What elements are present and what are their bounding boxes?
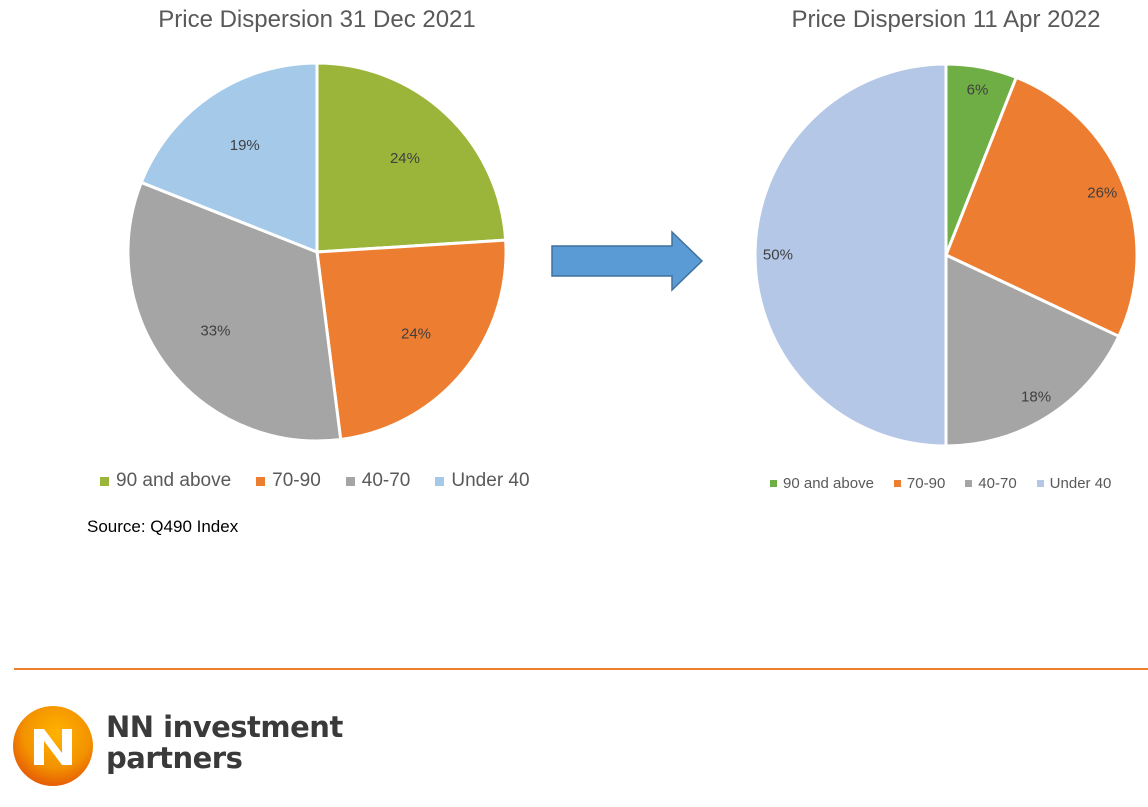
pie-data-label: 18% (1021, 388, 1051, 405)
pie-slice (753, 62, 948, 448)
legend-label: 70-90 (272, 470, 321, 491)
legend-item: 40-70 (965, 475, 1017, 492)
legend-swatch (893, 480, 901, 487)
legend-label: Under 40 (451, 470, 530, 491)
legend-item: Under 40 (1036, 475, 1112, 492)
legend-item: 70-90 (256, 470, 321, 492)
pie-data-label: 19% (230, 137, 260, 154)
pie-slice (315, 61, 508, 254)
source-note: Source: Q490 Index (87, 517, 239, 536)
pie-data-label: 6% (967, 81, 989, 98)
legend-item: 70-90 (893, 475, 946, 492)
legend-label: 40-70 (978, 475, 1017, 492)
legend-label: 40-70 (361, 470, 411, 491)
nn-logo-icon (12, 705, 94, 787)
chart-title-left: Price Dispersion 31 Dec 2021 (158, 6, 476, 33)
legend-label: 70-90 (906, 475, 946, 492)
pie-slice (139, 61, 319, 255)
pie-slice (944, 75, 1139, 339)
divider (14, 668, 1148, 670)
legend-label: 90 and above (783, 475, 874, 492)
pie-slice (126, 180, 343, 443)
legend-swatch (965, 480, 973, 487)
legend-swatch (345, 476, 355, 486)
logo-line-2: partners (106, 741, 243, 775)
legend-label: 90 and above (116, 470, 232, 491)
pie-data-label: 26% (1087, 185, 1117, 202)
pie-data-label: 24% (401, 325, 431, 342)
legend-item: 90 and above (100, 470, 231, 492)
logo-line-1: NN investment (106, 710, 343, 744)
pie-data-label: 50% (763, 247, 793, 264)
pie-data-label: 24% (390, 150, 420, 167)
legend-item: Under 40 (435, 470, 530, 492)
legend-swatch (256, 476, 266, 486)
pie-chart-right: 6% 26% 18% 50% (753, 62, 1139, 448)
legend-swatch (1036, 480, 1044, 487)
pie-data-label: 33% (200, 322, 230, 339)
legend-item: 90 and above (770, 475, 874, 492)
legend-right: 90 and above 70-90 40-70 Under 40 (770, 475, 1131, 492)
legend-swatch (435, 476, 445, 486)
pie-chart-left: 24% 24% 33% 19% (126, 61, 508, 443)
legend-label: Under 40 (1049, 475, 1112, 492)
pie-slice (944, 252, 1121, 448)
right-arrow-icon (550, 230, 705, 292)
chart-title-right: Price Dispersion 11 Apr 2022 (791, 6, 1101, 33)
legend-item: 40-70 (345, 470, 411, 492)
legend-swatch (100, 476, 109, 486)
pie-slice (315, 238, 508, 442)
legend-left: 90 and above 70-90 40-70 Under 40 (100, 470, 555, 492)
logo-wordmark: NN investment partners (106, 712, 343, 774)
legend-swatch (770, 480, 777, 487)
